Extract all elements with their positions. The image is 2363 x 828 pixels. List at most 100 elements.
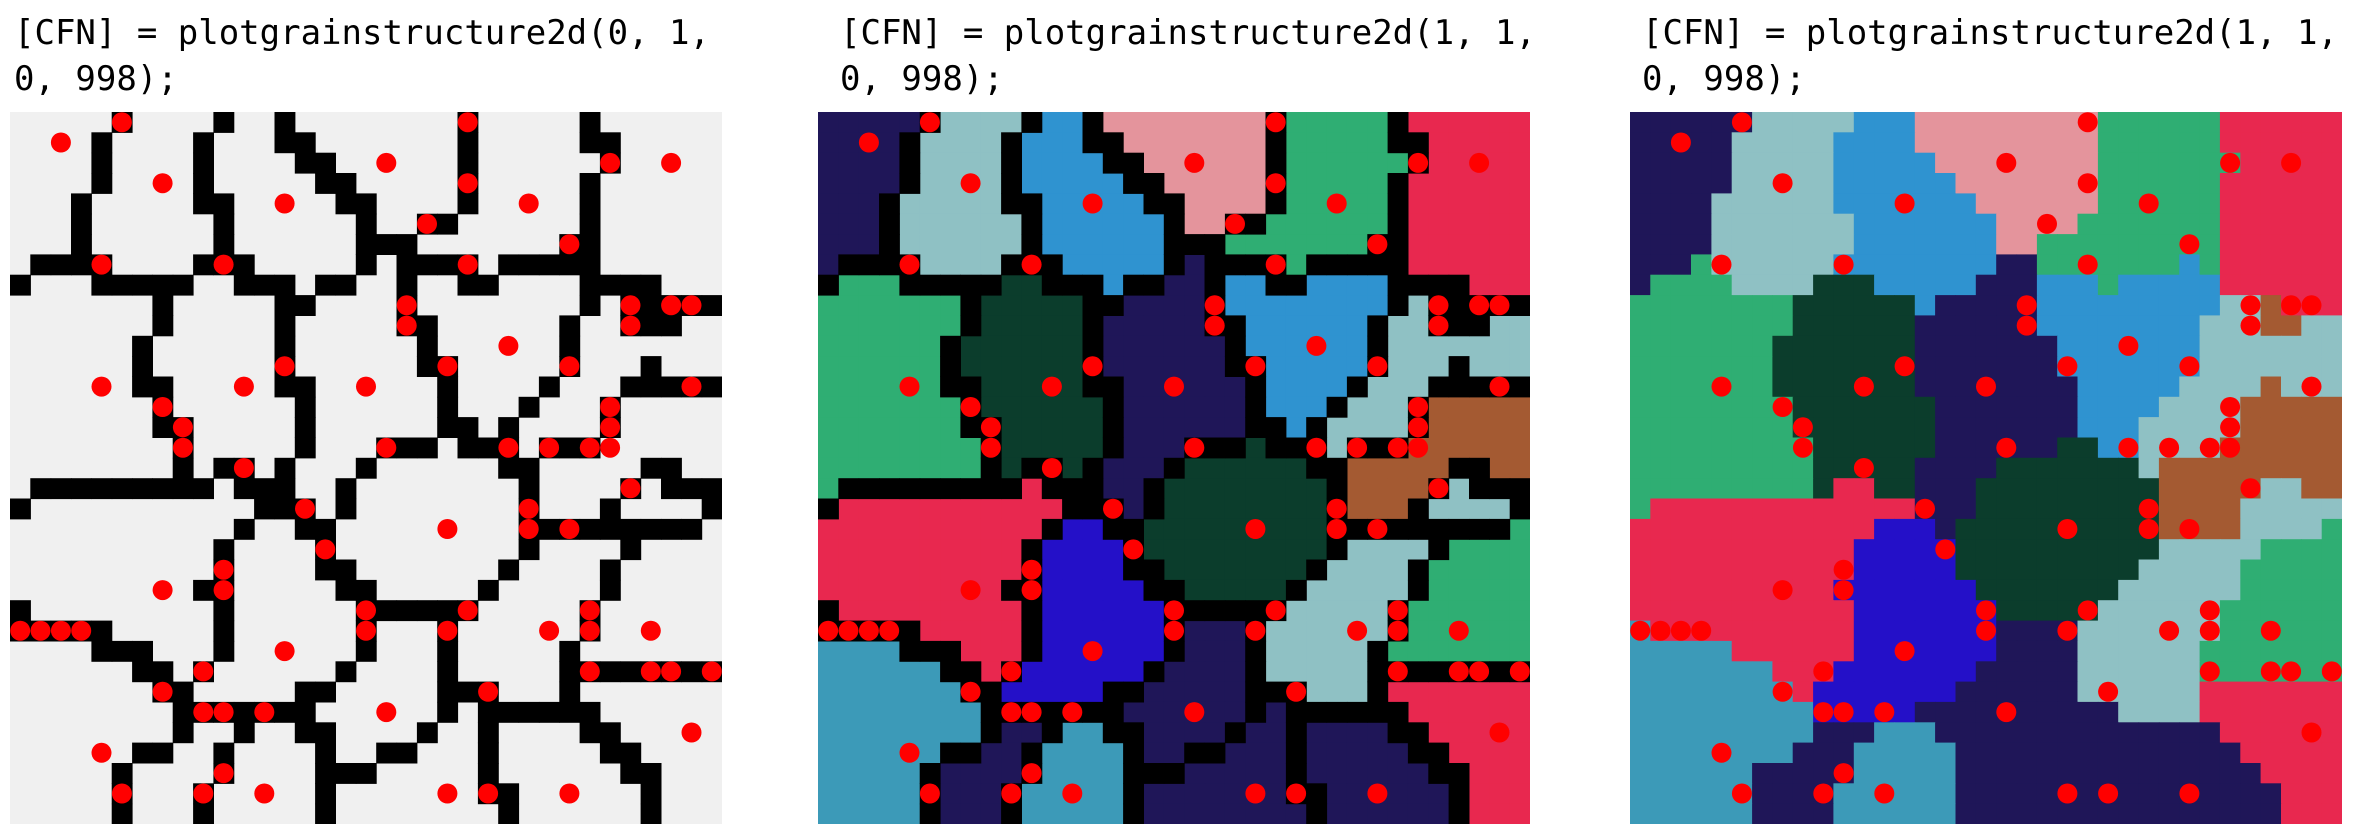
grain-cell [2179, 173, 2200, 194]
grain-cell [1327, 173, 1348, 194]
nucleus-dot [214, 702, 234, 722]
boundary-cell [234, 275, 255, 296]
grain-cell [2220, 519, 2241, 540]
grain-cell [1895, 560, 1916, 581]
grain-cell [1205, 539, 1226, 560]
boundary-cell [275, 458, 296, 479]
grain-cell [1327, 804, 1348, 824]
grain-cell [940, 560, 961, 581]
grain-cell [1327, 641, 1348, 662]
grain-cell [2281, 336, 2302, 357]
nucleus-dot [2057, 519, 2077, 539]
grain-cell [2281, 519, 2302, 540]
grain-cell [1874, 621, 1895, 642]
grain-cell [1428, 173, 1449, 194]
grain-cell [1711, 132, 1732, 153]
grain-cell [818, 254, 839, 275]
grain-cell [1630, 112, 1651, 133]
nucleus-dot [900, 377, 920, 397]
boundary-cell [173, 682, 194, 703]
grain-cell [1042, 682, 1063, 703]
grain-cell [2281, 417, 2302, 438]
grain-cell [1752, 356, 1773, 377]
boundary-cell [818, 499, 839, 520]
grain-cell [2159, 295, 2180, 316]
grain-cell [1772, 499, 1793, 520]
boundary-cell [641, 356, 662, 377]
grain-cell [1772, 783, 1793, 804]
grain-cell [1347, 499, 1368, 520]
nucleus-dot [315, 539, 335, 559]
grain-cell [2179, 804, 2200, 824]
nucleus-dot [641, 661, 661, 681]
grain-cell [1915, 377, 1936, 398]
boundary-cell [1021, 458, 1042, 479]
grain-cell [920, 377, 941, 398]
grain-cell [1449, 702, 1470, 723]
grain-cell [1732, 600, 1753, 621]
grain-cell [1205, 173, 1226, 194]
grain-cell [1772, 234, 1793, 255]
grain-cell [2118, 783, 2139, 804]
nucleus-dot [1184, 702, 1204, 722]
boundary-cell [1449, 804, 1470, 824]
grain-cell [1976, 641, 1997, 662]
grain-cell [1225, 621, 1246, 642]
grain-cell [1103, 783, 1124, 804]
boundary-cell [580, 295, 601, 316]
grain-cell [1123, 336, 1144, 357]
grain-cell [2159, 580, 2180, 601]
grain-cell [818, 763, 839, 784]
grain-cell [1650, 804, 1671, 824]
boundary-cell [1388, 702, 1409, 723]
grain-cell [1732, 173, 1753, 194]
grain-cell [1062, 295, 1083, 316]
grain-cell [1752, 295, 1773, 316]
boundary-cell [295, 132, 316, 153]
grain-cell [2037, 112, 2058, 133]
grain-cell [1996, 661, 2017, 682]
nucleus-dot [1205, 316, 1225, 336]
grain-cell [1184, 397, 1205, 418]
boundary-cell [315, 804, 336, 824]
grain-cell [1388, 315, 1409, 336]
grain-cell [1772, 112, 1793, 133]
grain-cell [2261, 295, 2282, 316]
boundary-cell [1408, 275, 1429, 296]
grain-cell [981, 600, 1002, 621]
grain-cell [1489, 275, 1510, 296]
nucleus-dot [92, 377, 112, 397]
grain-cell [1854, 234, 1875, 255]
grain-cell [1956, 783, 1977, 804]
grain-cell [2322, 214, 2342, 235]
boundary-cell [1042, 275, 1063, 296]
grain-cell [1408, 763, 1429, 784]
grain-cell [2098, 743, 2119, 764]
grain-cell [2200, 417, 2221, 438]
grain-cell [1449, 600, 1470, 621]
boundary-cell [152, 743, 173, 764]
boundary-cell [1164, 458, 1185, 479]
grain-cell [2159, 356, 2180, 377]
boundary-cell [1388, 132, 1409, 153]
grain-cell [1854, 254, 1875, 275]
grain-cell [2139, 763, 2160, 784]
grain-cell [1935, 783, 1956, 804]
grain-cell [920, 234, 941, 255]
boundary-cell [1225, 356, 1246, 377]
grain-cell [1691, 214, 1712, 235]
boundary-cell [600, 519, 621, 540]
grain-cell [1671, 682, 1692, 703]
grain-cell [1184, 112, 1205, 133]
grain-cell [2159, 600, 2180, 621]
nucleus-dot [1001, 661, 1021, 681]
grain-cell [1042, 173, 1063, 194]
grain-cell [859, 539, 880, 560]
grain-cell [1935, 722, 1956, 743]
grain-cell [879, 417, 900, 438]
boundary-cell [580, 214, 601, 235]
grain-cell [2261, 417, 2282, 438]
boundary-cell [859, 254, 880, 275]
grain-cell [1388, 560, 1409, 581]
boundary-cell [1408, 661, 1429, 682]
